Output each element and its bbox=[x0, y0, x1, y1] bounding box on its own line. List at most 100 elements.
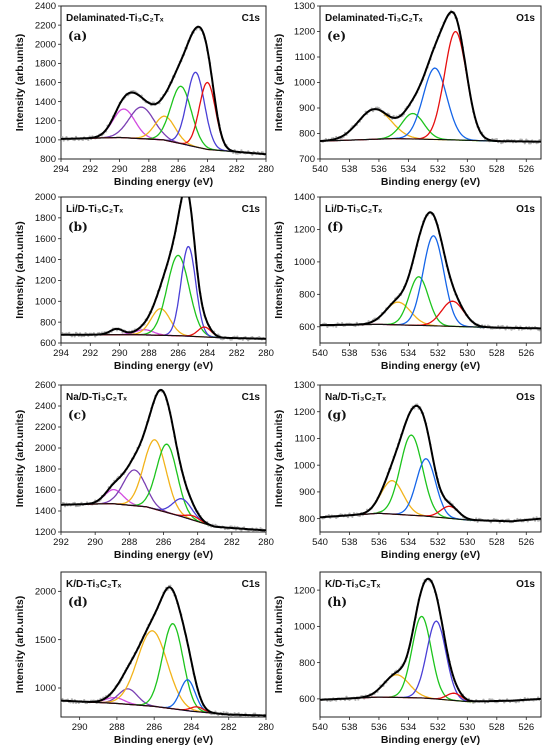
data-point bbox=[61, 697, 64, 701]
data-point bbox=[358, 514, 361, 518]
data-point bbox=[495, 138, 498, 141]
panel-c: 292 290 288 286 284 282 280 1200 1400 1600 1800 200… bbox=[14, 380, 274, 561]
component-peak-2 bbox=[61, 469, 266, 532]
y-tick-label: 1000 bbox=[35, 296, 56, 307]
y-axis-title: Intensity (arb.units) bbox=[14, 221, 26, 318]
plot-frame bbox=[319, 196, 542, 344]
x-tick-label: 538 bbox=[342, 722, 358, 733]
panel-core-level: O1s bbox=[516, 13, 535, 24]
plot-frame bbox=[60, 571, 267, 718]
y-tick-label: 1200 bbox=[294, 27, 315, 38]
x-tick-label: 532 bbox=[430, 348, 446, 359]
x-tick-label: 288 bbox=[109, 722, 125, 733]
data-point bbox=[181, 192, 183, 194]
data-point bbox=[351, 515, 354, 518]
x-tick-label: 286 bbox=[170, 164, 186, 175]
data-point bbox=[68, 331, 71, 335]
fit-curves bbox=[61, 189, 266, 342]
data-point bbox=[183, 189, 185, 191]
data-point bbox=[61, 136, 64, 139]
data-point bbox=[529, 142, 532, 145]
y-tick-label: 600 bbox=[40, 338, 56, 349]
component-peak-5 bbox=[61, 245, 266, 340]
panel-b: 294 292 290 288 286 284 282 280 600 800 1000 1200 14… bbox=[14, 189, 274, 372]
x-axis-title: Binding energy (eV) bbox=[114, 360, 213, 372]
y-tick-label: 600 bbox=[299, 694, 315, 705]
y-tick-label: 1800 bbox=[35, 213, 56, 224]
y-tick-label: 2000 bbox=[35, 587, 56, 598]
y-tick-label: 1800 bbox=[35, 464, 56, 475]
component-peak-2 bbox=[320, 615, 541, 703]
x-tick-label: 530 bbox=[459, 722, 475, 733]
x-tick-label: 292 bbox=[82, 164, 98, 175]
y-axis-title: Intensity (arb.units) bbox=[273, 221, 285, 318]
panel-sample-label: Na/D-Ti₃C₂Tₓ bbox=[66, 392, 127, 403]
fit-curves bbox=[320, 403, 541, 524]
x-tick-label: 534 bbox=[400, 164, 416, 175]
y-tick-label: 1500 bbox=[35, 635, 56, 646]
data-point bbox=[222, 711, 225, 714]
data-point bbox=[340, 322, 344, 325]
y-tick-label: 800 bbox=[299, 290, 315, 301]
x-tick-label: 530 bbox=[459, 348, 475, 359]
data-point bbox=[504, 328, 507, 331]
data-point bbox=[523, 142, 526, 145]
component-peak-2 bbox=[320, 276, 541, 330]
panel-letter: (b) bbox=[68, 220, 88, 234]
x-tick-label: 528 bbox=[489, 348, 505, 359]
y-tick-label: 700 bbox=[299, 154, 315, 165]
x-tick-label: 528 bbox=[489, 537, 505, 548]
panel-letter: (d) bbox=[68, 595, 88, 609]
y-tick-label: 800 bbox=[40, 154, 56, 165]
data-point bbox=[240, 529, 243, 532]
y-axis-title: Intensity (arb.units) bbox=[14, 410, 26, 507]
y-tick-label: 1100 bbox=[295, 52, 315, 63]
component-peak-3 bbox=[61, 439, 266, 532]
x-tick-label: 540 bbox=[312, 348, 328, 359]
x-tick-label: 294 bbox=[53, 164, 69, 175]
panel-e: 540 538 536 534 532 530 528 526 700 800 900 1000 110… bbox=[273, 1, 542, 188]
x-tick-label: 286 bbox=[146, 722, 162, 733]
y-tick-label: 1000 bbox=[35, 135, 56, 146]
y-tick-label: 1400 bbox=[35, 97, 56, 108]
component-peak-4 bbox=[61, 443, 266, 532]
panel-letter: (g) bbox=[327, 408, 347, 422]
panel-letter: (f) bbox=[327, 220, 344, 234]
x-tick-label: 540 bbox=[312, 164, 328, 175]
x-tick-label: 284 bbox=[199, 348, 215, 359]
y-tick-label: 1000 bbox=[294, 460, 315, 471]
y-tick-label: 2000 bbox=[35, 443, 56, 454]
component-peak-2 bbox=[61, 106, 266, 155]
panel-h: 540 538 536 534 532 530 528 526 600 800 1000 1200 Bi… bbox=[273, 571, 542, 746]
data-point bbox=[253, 712, 257, 715]
data-point bbox=[475, 517, 478, 520]
y-axis-title: Intensity (arb.units) bbox=[273, 34, 285, 131]
panel-core-level: O1s bbox=[516, 392, 535, 403]
fit-curves bbox=[61, 584, 266, 717]
x-tick-label: 534 bbox=[400, 537, 416, 548]
x-tick-label: 532 bbox=[430, 164, 446, 175]
x-tick-label: 534 bbox=[400, 722, 416, 733]
panel-letter: (e) bbox=[327, 29, 346, 43]
envelope-fit bbox=[61, 388, 266, 532]
component-peak-6 bbox=[61, 81, 266, 155]
component-peak-3 bbox=[320, 458, 541, 522]
x-tick-label: 284 bbox=[190, 537, 206, 548]
y-tick-label: 2200 bbox=[35, 422, 56, 433]
y-axis-title: Intensity (arb.units) bbox=[273, 410, 285, 507]
y-tick-label: 900 bbox=[299, 103, 315, 114]
y-tick-label: 2600 bbox=[35, 380, 56, 391]
x-tick-label: 536 bbox=[371, 722, 387, 733]
data-point bbox=[87, 138, 90, 142]
fit-curves bbox=[320, 211, 541, 332]
x-tick-label: 526 bbox=[518, 722, 534, 733]
y-tick-label: 900 bbox=[299, 487, 315, 498]
fit-curves bbox=[61, 25, 266, 156]
fit-curves bbox=[320, 9, 541, 145]
x-tick-label: 528 bbox=[489, 722, 505, 733]
panel-sample-label: Na/D-Ti₃C₂Tₓ bbox=[325, 392, 386, 403]
envelope-fit bbox=[320, 211, 541, 330]
x-tick-label: 540 bbox=[312, 537, 328, 548]
